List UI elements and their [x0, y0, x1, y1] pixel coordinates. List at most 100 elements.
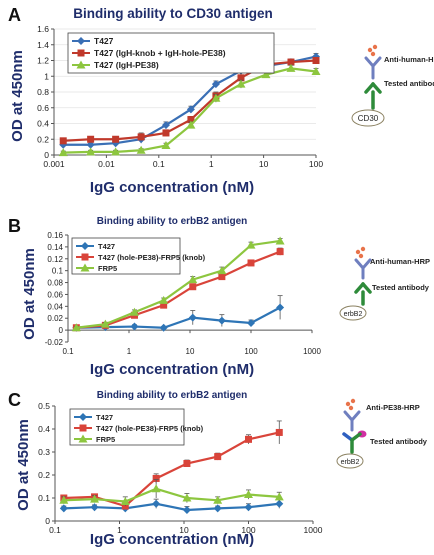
y-tick-label: 0.5 — [38, 401, 50, 411]
panel-a-letter: A — [8, 5, 21, 25]
y-tick-label: 0.16 — [47, 231, 63, 240]
x-tick-label: 0.1 — [153, 159, 165, 169]
y-tick-label: 0.4 — [37, 119, 49, 129]
legend-label: T427 — [96, 413, 113, 422]
data-point — [245, 503, 253, 511]
y-tick-label: 1.6 — [37, 24, 49, 34]
data-point — [138, 133, 145, 140]
schematic-b: Anti-human-HRP Tested antibody erbB2 — [340, 247, 430, 320]
chart-a-xlabel: IgG concentration (nM) — [90, 179, 254, 196]
y-tick-label: 0.8 — [37, 87, 49, 97]
x-tick-label: 0.1 — [49, 525, 61, 535]
series-3 — [59, 480, 283, 506]
data-point — [189, 283, 196, 290]
x-tick-label: 1 — [117, 525, 122, 535]
legend: T427 T427 (hole-PE38)-FRP5 (knob) FRP5 — [70, 409, 204, 445]
data-point — [313, 57, 320, 64]
y-tick-label: -0.02 — [45, 338, 64, 347]
chart-b-ylabel: OD at 450nm — [21, 248, 38, 340]
data-point — [245, 436, 252, 443]
schematic-a: Anti-human-HRP Tested antibody CD30 — [352, 45, 434, 126]
data-point — [162, 129, 169, 136]
panel-b-letter: B — [8, 216, 21, 236]
schematic-c: Anti-PE38-HRP Tested antibody erbB2 — [337, 399, 428, 468]
x-tick-label: 1000 — [303, 347, 321, 356]
data-point — [214, 504, 222, 512]
legend-label: T427 (hole-PE38)-FRP5 (knob) — [96, 424, 204, 433]
detection-antibody-icon — [345, 412, 359, 430]
x-tick-label: 10 — [259, 159, 269, 169]
hrp-dots-icon — [356, 247, 365, 258]
y-tick-label: 0.1 — [52, 267, 64, 276]
y-tick-label: 0.6 — [37, 103, 49, 113]
antigen-label: erbB2 — [344, 311, 363, 318]
x-tick-label: 0.01 — [98, 159, 115, 169]
data-point — [218, 317, 226, 325]
data-point — [189, 314, 197, 322]
chart-b-xlabel: IgG concentration (nM) — [90, 361, 254, 378]
tested-label: Tested antibody — [370, 437, 428, 446]
x-tick-label: 1 — [209, 159, 214, 169]
x-tick-label: 1 — [127, 347, 132, 356]
y-tick-label: 0.2 — [38, 470, 50, 480]
data-point — [152, 484, 161, 492]
y-tick-label: 0.06 — [47, 290, 63, 299]
x-tick-label: 0.001 — [43, 159, 65, 169]
detect-label: Anti-human-HRP — [384, 55, 434, 64]
y-tick-label: 0.3 — [38, 447, 50, 457]
x-tick-label: 10 — [186, 347, 195, 356]
legend-marker — [82, 254, 89, 261]
legend-label: FRP5 — [98, 264, 117, 273]
detect-label: Anti-PE38-HRP — [366, 403, 420, 412]
legend-label: T427 (hole-PE38)-FRP5 (knob) — [98, 253, 206, 262]
y-tick-label: 1.2 — [37, 56, 49, 66]
data-point — [277, 248, 284, 255]
tested-antibody-icon — [344, 434, 360, 452]
y-tick-label: 0.1 — [38, 493, 50, 503]
y-tick-label: 0.02 — [47, 314, 63, 323]
y-tick-label: 0.04 — [47, 302, 63, 311]
panel-c-letter: C — [8, 390, 21, 410]
antigen-label: erbB2 — [341, 459, 360, 466]
y-tick-label: 0.14 — [47, 243, 63, 252]
x-tick-label: 10 — [179, 525, 189, 535]
y-tick-label: 0.2 — [37, 134, 49, 144]
x-tick-label: 100 — [309, 159, 323, 169]
data-point — [91, 503, 99, 511]
data-point — [276, 304, 284, 312]
data-point — [130, 323, 138, 331]
x-tick-label: 100 — [244, 347, 258, 356]
legend-label: FRP5 — [96, 435, 115, 444]
legend-label: T427 (IgH-knob + IgH-hole-PE38) — [94, 48, 226, 58]
y-tick-label: 0.4 — [38, 424, 50, 434]
y-tick-label: 1 — [44, 71, 49, 81]
tested-antibody-icon — [366, 84, 380, 108]
legend-label: T427 — [94, 36, 114, 46]
x-tick-label: 100 — [241, 525, 255, 535]
chart-c-ylabel: OD at 450nm — [15, 419, 32, 511]
data-point — [183, 506, 191, 514]
legend-label: T427 — [98, 242, 115, 251]
data-point — [276, 429, 283, 436]
data-point — [112, 136, 119, 143]
legend-label: T427 (IgH-PE38) — [94, 60, 159, 70]
detection-antibody-icon — [366, 58, 380, 78]
chart-b-title: Binding ability to erbB2 antigen — [97, 216, 248, 227]
detect-label: Anti-human-HRP — [370, 257, 430, 266]
hrp-dots-icon — [368, 45, 377, 56]
data-point — [248, 259, 255, 266]
legend-marker — [78, 50, 85, 57]
chart-c-title: Binding ability to erbB2 antigen — [97, 390, 248, 401]
data-point — [183, 460, 190, 467]
data-point — [247, 319, 255, 327]
x-tick-label: 0.1 — [62, 347, 74, 356]
tested-label: Tested antibody — [372, 283, 430, 292]
y-tick-label: 0.08 — [47, 279, 63, 288]
detection-antibody-icon — [356, 260, 370, 278]
data-point — [60, 137, 67, 144]
data-point — [87, 136, 94, 143]
chart-a-title: Binding ability to CD30 antigen — [73, 6, 273, 21]
tested-antibody-icon — [356, 284, 370, 304]
data-point — [214, 453, 221, 460]
